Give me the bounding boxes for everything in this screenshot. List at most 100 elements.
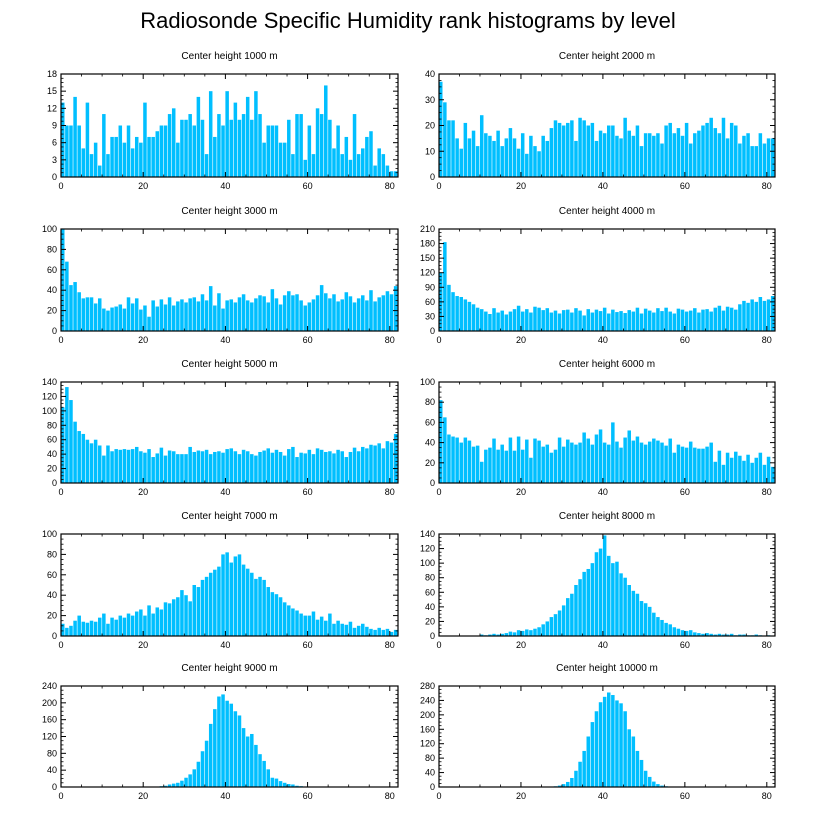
histogram-bar bbox=[635, 750, 640, 787]
x-tick-label: 20 bbox=[138, 335, 148, 345]
histogram-bar bbox=[122, 142, 127, 177]
histogram-bar bbox=[278, 304, 283, 331]
y-tick-label: 240 bbox=[420, 695, 435, 705]
histogram-bar bbox=[295, 294, 299, 331]
y-tick-label: 90 bbox=[425, 282, 435, 292]
histogram-bar bbox=[122, 449, 127, 483]
histogram-bar bbox=[61, 623, 65, 636]
histogram-bar bbox=[561, 310, 566, 331]
histogram-bar bbox=[619, 311, 623, 331]
histogram-bar bbox=[352, 302, 357, 331]
y-tick-label: 100 bbox=[420, 558, 435, 568]
histogram-bar bbox=[250, 572, 254, 636]
histogram-bar bbox=[188, 601, 192, 636]
histogram-bar bbox=[553, 614, 558, 636]
histogram-bar bbox=[582, 750, 586, 787]
histogram-bar bbox=[348, 296, 353, 331]
histogram-bar bbox=[742, 634, 746, 636]
histogram-bar bbox=[69, 625, 73, 636]
histogram-bar bbox=[381, 295, 386, 331]
histogram-bar bbox=[475, 146, 480, 177]
histogram-bar bbox=[221, 452, 225, 483]
histogram-bar bbox=[758, 133, 763, 177]
histogram-bar bbox=[647, 310, 652, 331]
histogram-bar bbox=[479, 309, 484, 331]
histogram-panel: 0 30 60 90 120 150 180 210 0 20 40 60 80 Center heigh… bbox=[420, 206, 776, 345]
histogram-bar bbox=[750, 462, 754, 483]
histogram-bar bbox=[668, 311, 672, 331]
histogram-bar bbox=[282, 295, 287, 331]
histogram-bar bbox=[114, 136, 118, 177]
histogram-panel: 0 3 6 9 12 15 18 0 20 40 60 80 Center height 1000 m bbox=[47, 51, 399, 191]
x-tick-label: 0 bbox=[436, 335, 441, 345]
histogram-bar bbox=[369, 444, 373, 483]
histogram-bar bbox=[594, 309, 599, 331]
histogram-bar bbox=[463, 299, 468, 331]
y-tick-label: 150 bbox=[420, 253, 435, 263]
histogram-bar bbox=[237, 119, 242, 177]
x-tick-label: 60 bbox=[680, 181, 690, 191]
histogram-bar bbox=[529, 135, 533, 177]
histogram-bar bbox=[709, 442, 713, 483]
histogram-bar bbox=[619, 573, 623, 636]
histogram-bar bbox=[155, 131, 160, 177]
y-tick-label: 18 bbox=[47, 69, 57, 79]
histogram-bar bbox=[134, 298, 139, 331]
histogram-bar bbox=[672, 452, 677, 483]
histogram-bar bbox=[163, 785, 168, 787]
histogram-bar bbox=[377, 297, 381, 331]
histogram-bar bbox=[147, 605, 151, 636]
histogram-bar bbox=[229, 299, 234, 331]
histogram-bar bbox=[553, 310, 558, 331]
histogram-bar bbox=[282, 455, 287, 483]
histogram-bar bbox=[594, 711, 599, 787]
histogram-bar bbox=[381, 448, 386, 483]
histogram-panel: 0 10 20 30 40 0 20 40 60 80 Center height 2000 m bbox=[425, 51, 776, 191]
panel-title: Center height 2000 m bbox=[559, 51, 655, 62]
histogram-bar bbox=[525, 439, 529, 483]
histogram-bar bbox=[262, 450, 266, 483]
histogram-bar bbox=[688, 441, 693, 483]
y-tick-label: 12 bbox=[47, 103, 57, 113]
histogram-bar bbox=[385, 628, 390, 636]
histogram-bar bbox=[171, 108, 176, 177]
histogram-bar bbox=[529, 457, 533, 483]
y-tick-label: 80 bbox=[425, 397, 435, 407]
histogram-bar bbox=[652, 438, 656, 483]
histogram-bar bbox=[647, 133, 652, 177]
histogram-bar bbox=[537, 627, 541, 636]
histogram-bar bbox=[299, 114, 303, 177]
histogram-bar bbox=[504, 450, 509, 483]
histogram-bar bbox=[443, 102, 447, 177]
histogram-bar bbox=[717, 305, 722, 331]
y-tick-label: 0 bbox=[430, 172, 435, 182]
histogram-bar bbox=[237, 454, 242, 483]
x-tick-label: 60 bbox=[303, 181, 313, 191]
y-tick-label: 0 bbox=[430, 631, 435, 641]
histogram-bar bbox=[688, 630, 693, 636]
histogram-bar bbox=[110, 307, 114, 331]
histogram-bar bbox=[578, 442, 582, 483]
histogram-bar bbox=[73, 620, 77, 636]
histogram-bar bbox=[627, 310, 631, 331]
histogram-bar bbox=[627, 585, 631, 636]
histogram-bar bbox=[742, 135, 746, 177]
histogram-bar bbox=[701, 125, 705, 177]
histogram-bar bbox=[439, 81, 443, 177]
histogram-bar bbox=[533, 438, 537, 483]
histogram-bar bbox=[713, 307, 718, 331]
histogram-bar bbox=[184, 595, 188, 636]
histogram-bar bbox=[200, 451, 205, 483]
histogram-bar bbox=[237, 554, 242, 636]
histogram-bar bbox=[307, 302, 312, 331]
x-tick-label: 40 bbox=[598, 791, 608, 801]
histogram-bar bbox=[184, 454, 188, 483]
histogram-bar bbox=[664, 622, 668, 636]
histogram-bar bbox=[213, 305, 217, 331]
histogram-bar bbox=[147, 316, 151, 331]
histogram-bar bbox=[738, 634, 742, 636]
histogram-bar bbox=[672, 133, 677, 177]
y-tick-label: 40 bbox=[425, 768, 435, 778]
histogram-bar bbox=[93, 439, 98, 483]
histogram-bar bbox=[254, 298, 258, 331]
